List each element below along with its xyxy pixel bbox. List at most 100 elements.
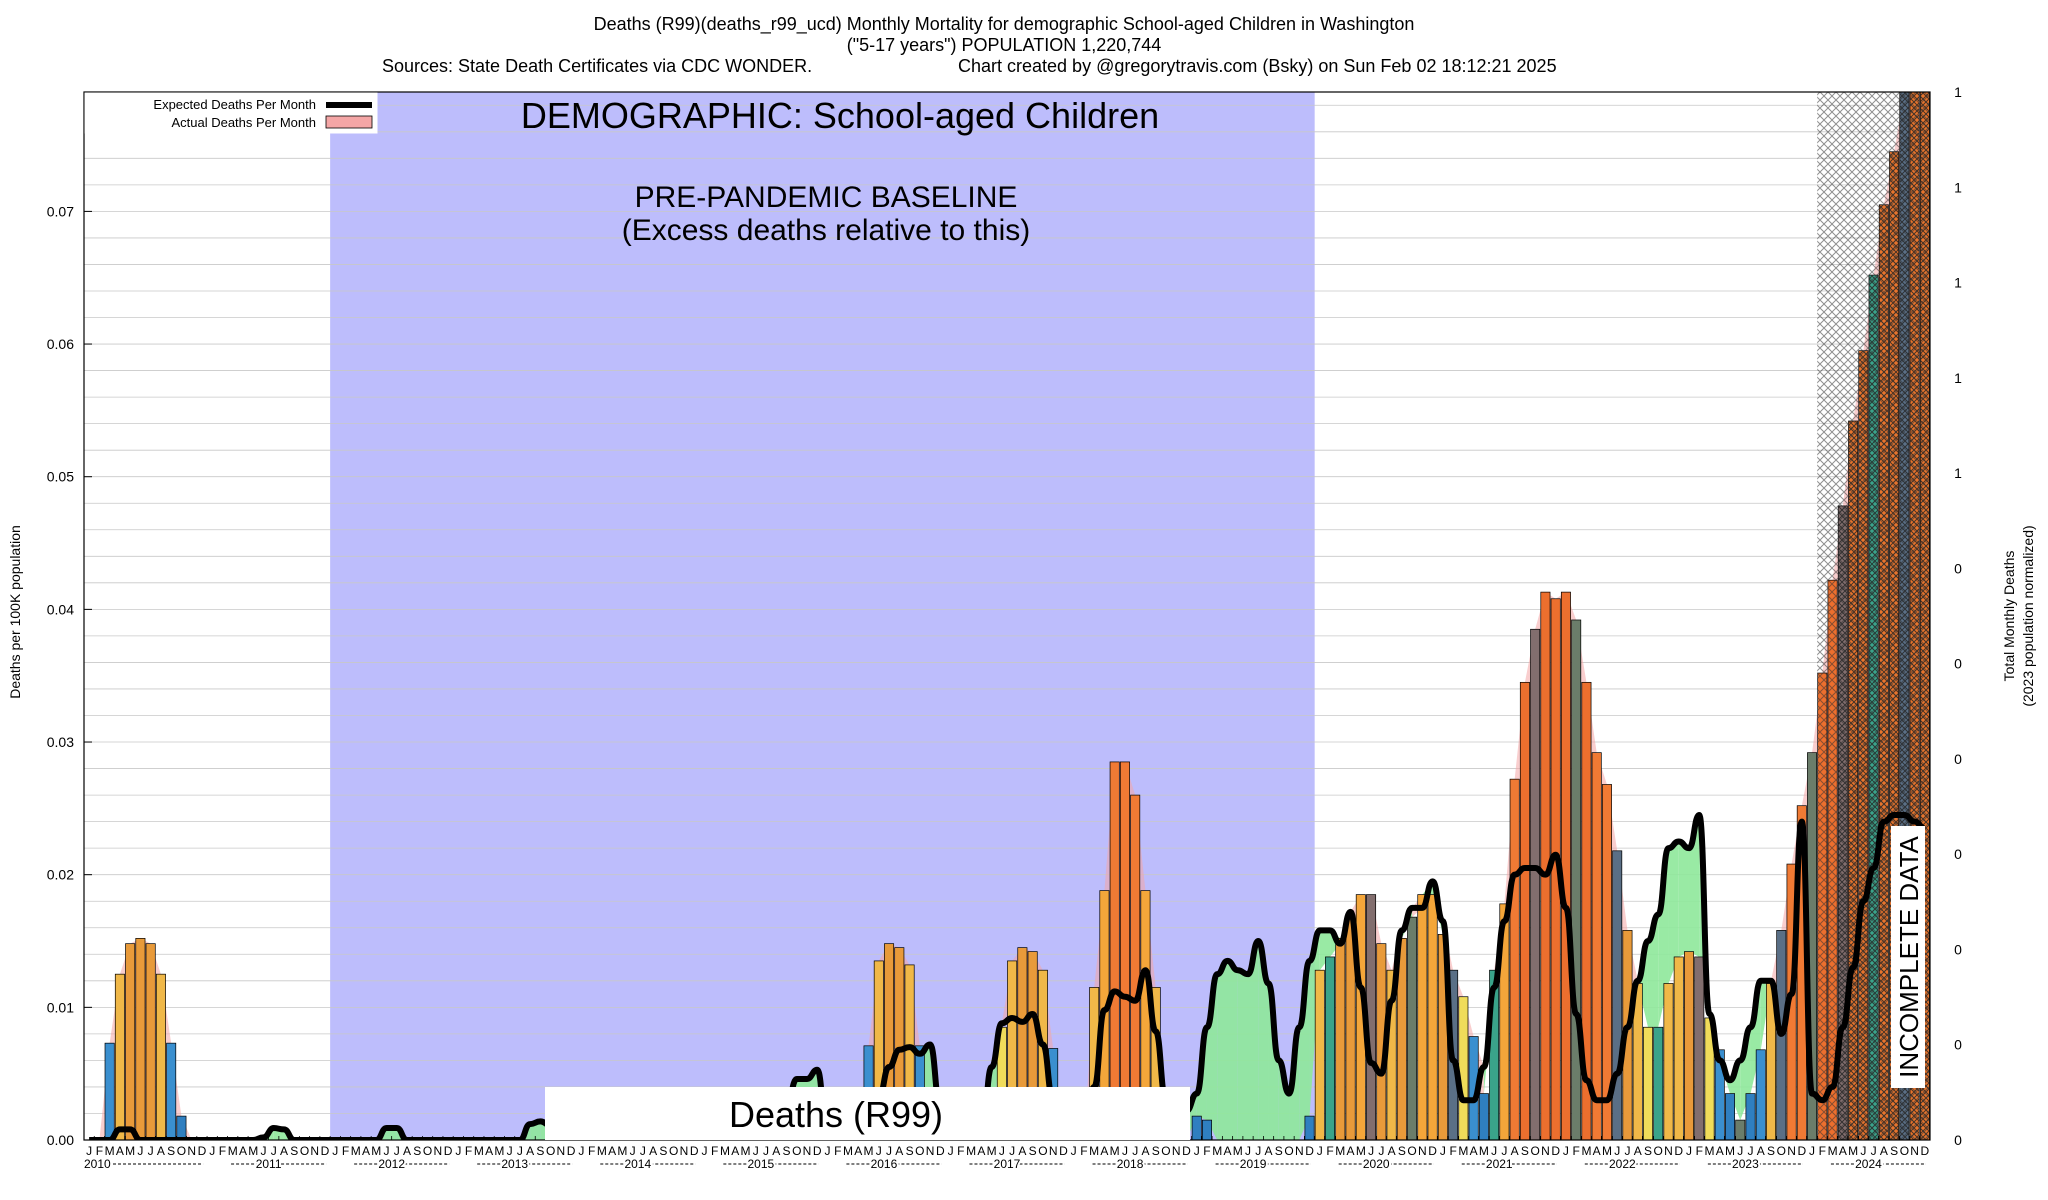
x-month-label: J bbox=[260, 1144, 266, 1158]
x-month-label: F bbox=[1573, 1144, 1580, 1158]
x-month-label: J bbox=[1491, 1144, 1497, 1158]
x-month-label: J bbox=[1132, 1144, 1138, 1158]
x-month-label: S bbox=[906, 1144, 914, 1158]
x-year-label: 2011 bbox=[256, 1157, 282, 1171]
actual-deaths-bar bbox=[1560, 591, 1571, 1140]
x-month-label: J bbox=[763, 1144, 769, 1158]
cause-label: Deaths (R99) bbox=[729, 1094, 943, 1135]
x-month-label: M bbox=[1110, 1144, 1120, 1158]
x-month-label: M bbox=[1233, 1144, 1243, 1158]
x-month-label: J bbox=[1809, 1144, 1815, 1158]
x-month-label: A bbox=[1223, 1144, 1231, 1158]
x-month-label: J bbox=[1614, 1144, 1620, 1158]
x-month-label: S bbox=[536, 1144, 544, 1158]
x-month-label: J bbox=[1737, 1144, 1743, 1158]
x-month-label: J bbox=[332, 1144, 338, 1158]
x-month-label: M bbox=[1479, 1144, 1489, 1158]
x-month-label: J bbox=[1871, 1144, 1877, 1158]
x-month-label: J bbox=[701, 1144, 707, 1158]
x-month-label: J bbox=[1255, 1144, 1261, 1158]
x-month-label: O bbox=[1530, 1144, 1539, 1158]
x-month-label: J bbox=[1563, 1144, 1569, 1158]
x-month-label: F bbox=[957, 1144, 964, 1158]
actual-deaths-bar bbox=[1673, 956, 1684, 1140]
x-month-label: A bbox=[1141, 1144, 1149, 1158]
chart-credit: Chart created by @gregorytravis.com (Bsk… bbox=[958, 56, 1557, 76]
x-month-label: M bbox=[987, 1144, 997, 1158]
x-month-label: J bbox=[1378, 1144, 1384, 1158]
x-month-label: O bbox=[423, 1144, 432, 1158]
x-year-label: 2012 bbox=[378, 1157, 405, 1171]
actual-deaths-bar bbox=[1653, 1026, 1664, 1140]
deficit-area bbox=[1237, 970, 1249, 1140]
baseline-band bbox=[330, 92, 1315, 1140]
y-tick-label: 0.01 bbox=[47, 999, 74, 1015]
x-year-label: 2023 bbox=[1732, 1157, 1759, 1171]
x-month-label: O bbox=[1900, 1144, 1909, 1158]
x-month-label: A bbox=[280, 1144, 288, 1158]
x-month-label: J bbox=[578, 1144, 584, 1158]
x-month-label: J bbox=[640, 1144, 646, 1158]
actual-deaths-bar bbox=[1755, 1049, 1766, 1140]
x-month-label: A bbox=[1018, 1144, 1026, 1158]
x-month-label: A bbox=[1100, 1144, 1108, 1158]
x-month-label: J bbox=[517, 1144, 523, 1158]
incomplete-data-label: INCOMPLETE DATA bbox=[1894, 835, 1924, 1077]
x-month-label: M bbox=[125, 1144, 135, 1158]
x-month-label: A bbox=[977, 1144, 985, 1158]
x-month-label: D bbox=[1428, 1144, 1437, 1158]
legend-expected-label: Expected Deaths Per Month bbox=[153, 97, 316, 112]
x-year-label: 2016 bbox=[871, 1157, 898, 1171]
x-month-label: A bbox=[1470, 1144, 1478, 1158]
x-month-label: M bbox=[1705, 1144, 1715, 1158]
x-month-label: F bbox=[834, 1144, 841, 1158]
deficit-area bbox=[1668, 841, 1679, 984]
x-month-label: D bbox=[1921, 1144, 1930, 1158]
x-month-label: F bbox=[1819, 1144, 1826, 1158]
x-month-label: J bbox=[1071, 1144, 1077, 1158]
x-month-label: J bbox=[825, 1144, 831, 1158]
actual-deaths-bar bbox=[1130, 794, 1141, 1140]
actual-deaths-bar bbox=[1191, 1115, 1202, 1140]
y2-tick-label: 0 bbox=[1954, 1132, 1962, 1148]
x-month-label: J bbox=[1748, 1144, 1754, 1158]
x-year-label: 2017 bbox=[994, 1157, 1021, 1171]
x-month-label: J bbox=[209, 1144, 215, 1158]
x-month-label: O bbox=[1777, 1144, 1786, 1158]
x-month-label: S bbox=[290, 1144, 298, 1158]
x-month-label: M bbox=[1602, 1144, 1612, 1158]
x-month-label: A bbox=[1880, 1144, 1888, 1158]
x-month-label: A bbox=[1265, 1144, 1273, 1158]
actual-deaths-bar bbox=[1519, 681, 1530, 1140]
x-month-label: A bbox=[1347, 1144, 1355, 1158]
deficit-area bbox=[1688, 814, 1700, 957]
x-month-label: N bbox=[926, 1144, 935, 1158]
y2-tick-label: 0 bbox=[1954, 846, 1962, 862]
x-month-label: N bbox=[310, 1144, 319, 1158]
deficit-area bbox=[1258, 941, 1269, 1140]
x-month-label: M bbox=[1356, 1144, 1366, 1158]
x-month-label: F bbox=[711, 1144, 718, 1158]
actual-deaths-bar bbox=[1530, 628, 1541, 1140]
actual-deaths-bar bbox=[1725, 1093, 1735, 1140]
x-month-label: D bbox=[936, 1144, 945, 1158]
x-month-label: D bbox=[444, 1144, 453, 1158]
x-month-label: M bbox=[474, 1144, 484, 1158]
x-month-label: S bbox=[1521, 1144, 1529, 1158]
x-year-label: 2021 bbox=[1486, 1157, 1513, 1171]
x-month-label: A bbox=[1593, 1144, 1601, 1158]
legend: Expected Deaths Per Month Actual Deaths … bbox=[84, 92, 378, 134]
y2-tick-label: 1 bbox=[1954, 179, 1962, 195]
actual-deaths-bar bbox=[1417, 894, 1428, 1140]
actual-deaths-bar bbox=[1509, 778, 1520, 1140]
x-month-label: M bbox=[740, 1144, 750, 1158]
x-month-label: M bbox=[1828, 1144, 1838, 1158]
x-month-label: S bbox=[1398, 1144, 1406, 1158]
x-month-label: O bbox=[669, 1144, 678, 1158]
x-year-label: 2024 bbox=[1855, 1157, 1882, 1171]
x-month-label: M bbox=[228, 1144, 238, 1158]
legend-actual-label: Actual Deaths Per Month bbox=[171, 115, 316, 130]
actual-deaths-bar bbox=[1684, 951, 1694, 1140]
x-month-label: N bbox=[1787, 1144, 1796, 1158]
x-month-label: N bbox=[1172, 1144, 1181, 1158]
